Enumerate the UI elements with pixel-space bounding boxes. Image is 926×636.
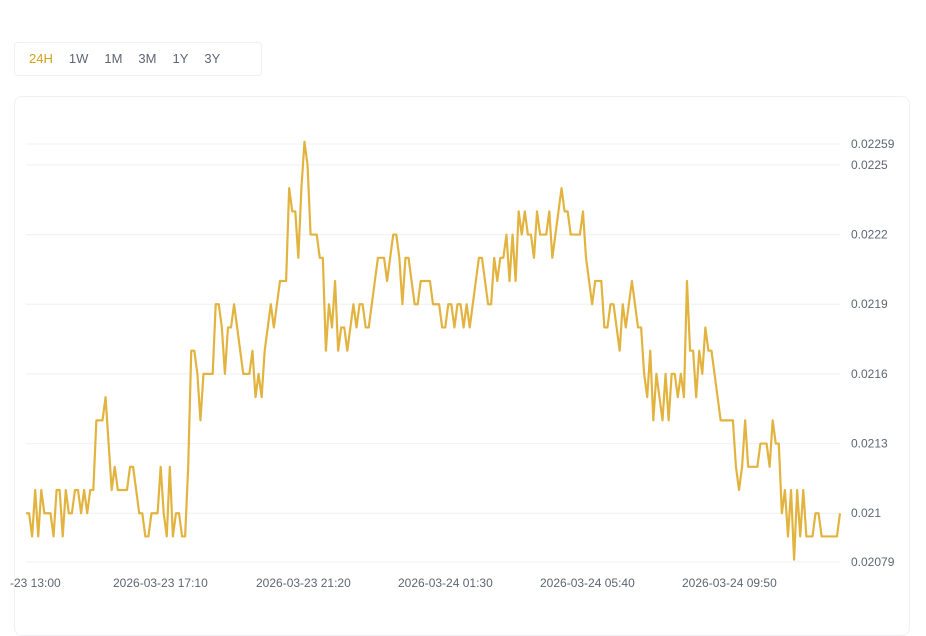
y-tick-label: 0.0219 <box>851 297 888 311</box>
price-series-line <box>26 140 842 561</box>
y-tick-label: 0.0216 <box>851 367 888 381</box>
grid-layer <box>26 143 840 563</box>
y-tick-label: 0.02259 <box>851 137 895 151</box>
y-tick-label: 0.0225 <box>851 158 888 172</box>
chart-card <box>14 96 910 636</box>
series-layer <box>26 140 842 561</box>
x-tick-label: 2026-03-24 01:30 <box>398 576 493 590</box>
x-tick-label: 2026-03-24 05:40 <box>540 576 635 590</box>
x-tick-label: 2026-03-24 09:50 <box>682 576 777 590</box>
x-tick-label: -23 13:00 <box>10 576 61 590</box>
tab-24h[interactable]: 24H <box>29 51 53 66</box>
y-axis-ticks: 0.02259 0.0225 0.0222 0.0219 0.0216 0.0213 0.0… <box>851 137 895 569</box>
x-tick-label: 2026-03-23 17:10 <box>113 576 208 590</box>
y-tick-label: 0.02079 <box>851 555 895 569</box>
range-tabs: 24H 1W 1M 3M 1Y 3Y <box>14 42 262 76</box>
tab-1m[interactable]: 1M <box>104 51 123 66</box>
x-axis-ticks: -23 13:00 2026-03-23 17:10 2026-03-23 21:2… <box>10 576 777 590</box>
y-tick-label: 0.0222 <box>851 228 888 242</box>
y-tick-label: 0.021 <box>851 506 881 520</box>
x-tick-label: 2026-03-23 21:20 <box>256 576 351 590</box>
y-tick-label: 0.0213 <box>851 437 888 451</box>
tab-1y[interactable]: 1Y <box>172 51 189 66</box>
tab-3y[interactable]: 3Y <box>204 51 221 66</box>
tab-3m[interactable]: 3M <box>138 51 157 66</box>
tab-1w[interactable]: 1W <box>68 51 89 66</box>
